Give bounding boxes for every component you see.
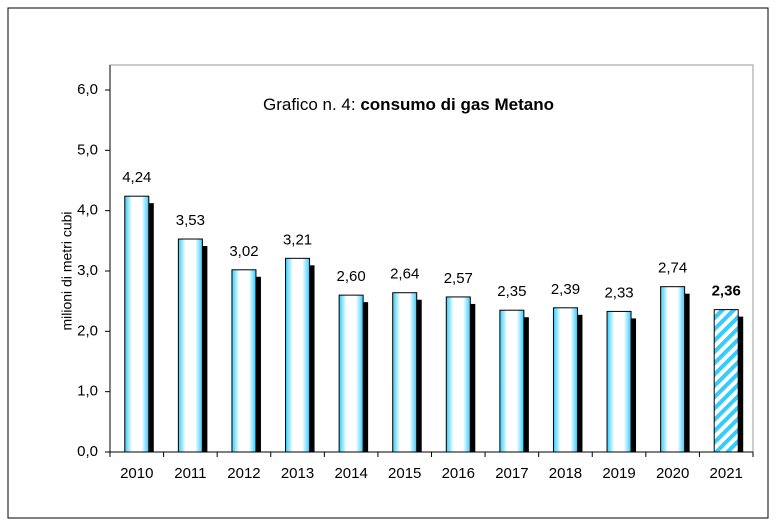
- value-label: 3,53: [176, 212, 205, 229]
- value-label: 2,57: [444, 270, 473, 287]
- y-tick-label: 0,0: [77, 443, 98, 460]
- x-tick-label: 2020: [656, 465, 689, 482]
- value-label: 2,74: [658, 260, 687, 277]
- value-label: 2,60: [337, 268, 366, 285]
- x-tick-label: 2012: [227, 465, 260, 482]
- value-label: 2,33: [604, 284, 633, 301]
- x-tick-label: 2013: [281, 465, 314, 482]
- value-label: 3,21: [283, 231, 312, 248]
- bar: [392, 292, 418, 453]
- title-prefix: Grafico n. 4:: [263, 95, 356, 114]
- bar: [124, 195, 150, 453]
- y-tick-label: 2,0: [77, 322, 98, 339]
- x-tick-label: 2010: [120, 465, 153, 482]
- bar: [552, 307, 578, 453]
- x-tick-label: 2017: [495, 465, 528, 482]
- bar: [660, 286, 686, 453]
- x-tick-label: 2021: [710, 465, 743, 482]
- value-label: 2,35: [497, 283, 526, 300]
- x-tick-label: 2018: [549, 465, 582, 482]
- title-emphasis: consumo di gas Metano: [360, 95, 554, 114]
- y-tick-label: 4,0: [77, 202, 98, 219]
- x-tick-label: 2019: [602, 465, 635, 482]
- bar: [606, 310, 632, 453]
- x-tick-label: 2015: [388, 465, 421, 482]
- value-label: 2,64: [390, 266, 419, 283]
- plot-frame: [109, 64, 754, 453]
- bar: [445, 296, 471, 453]
- chart-title: Grafico n. 4: consumo di gas Metano: [263, 95, 554, 114]
- bar: [713, 309, 739, 453]
- bar: [231, 269, 257, 453]
- x-tick-label: 2016: [442, 465, 475, 482]
- y-tick-label: 3,0: [77, 262, 98, 279]
- y-tick-label: 6,0: [77, 81, 98, 98]
- x-tick-label: 2014: [334, 465, 367, 482]
- y-axis-label: milioni di metri cubi: [59, 211, 75, 330]
- value-label: 2,39: [551, 281, 580, 298]
- bar: [338, 294, 364, 453]
- value-label: 2,36: [712, 283, 741, 300]
- x-tick-label: 2011: [174, 465, 206, 482]
- y-tick-label: 5,0: [77, 141, 98, 158]
- bar: [499, 309, 525, 453]
- value-label: 4,24: [122, 169, 151, 186]
- bar: [285, 257, 311, 453]
- value-label: 3,02: [229, 243, 258, 260]
- y-tick-label: 1,0: [77, 383, 98, 400]
- bar: [177, 238, 203, 453]
